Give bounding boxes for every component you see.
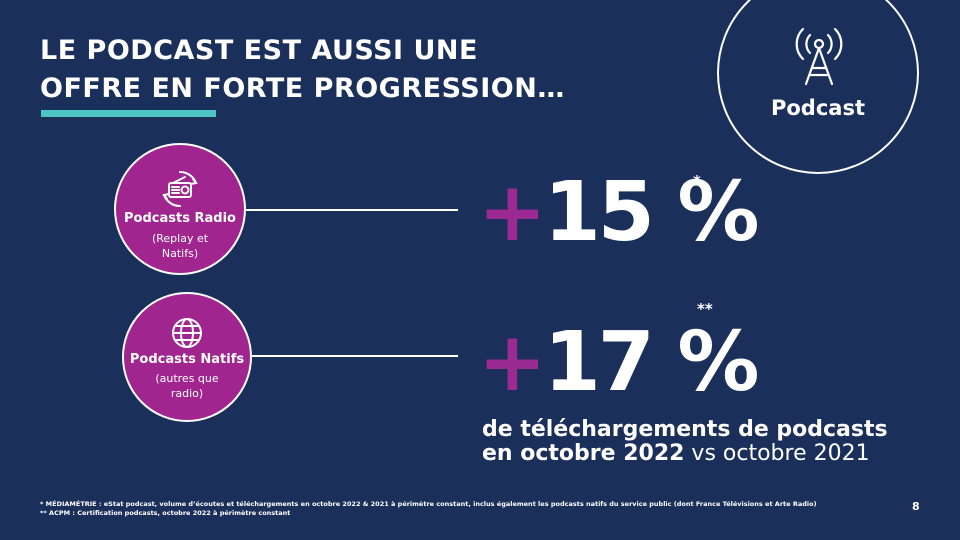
footnotes: * MÉDIAMÉTRIE : eStat podcast, volume d’…	[40, 500, 817, 518]
globe-icon	[172, 318, 202, 348]
stat-natifs-value: 17 %	[543, 315, 760, 410]
podcasts-natifs-bubble: Podcasts Natifs (autres que radio)	[122, 292, 252, 422]
podcasts-radio-sublabel: (Replay et Natifs)	[151, 232, 209, 260]
stat-radio-value: 15 %	[543, 165, 760, 260]
caption-line-2-rest: vs octobre 2021	[684, 441, 870, 466]
plus-sign: +	[478, 165, 547, 260]
podcast-label: Podcast	[770, 96, 865, 120]
antenna-icon	[795, 27, 843, 86]
footnote-1: * MÉDIAMÉTRIE : eStat podcast, volume d’…	[40, 500, 817, 508]
podcasts-radio-label: Podcasts Radio	[124, 211, 236, 226]
footnote-mark-radio: *	[693, 172, 701, 190]
slide-title-line-1: LE PODCAST EST AUSSI UNE	[40, 35, 478, 66]
podcast-badge: Podcast	[717, 0, 919, 174]
footnote-mark-natifs: **	[697, 300, 713, 318]
caption-line-1: de téléchargements de podcasts	[482, 417, 888, 442]
stats-caption: de téléchargements de podcasts en octobr…	[482, 418, 888, 466]
caption-line-2-bold: en octobre 2022	[482, 441, 685, 466]
podcasts-radio-bubble: Podcasts Radio (Replay et Natifs)	[114, 143, 246, 275]
podcasts-natifs-sublabel: (autres que radio)	[155, 372, 219, 400]
page-number: 8	[912, 500, 920, 513]
podcasts-natifs-label: Podcasts Natifs	[129, 352, 245, 367]
plus-sign: +	[478, 315, 547, 410]
title-underline	[41, 110, 216, 117]
connector-line-natifs	[252, 355, 458, 357]
footnote-2: ** ACPM : Certification podcasts, octobr…	[40, 509, 291, 517]
stat-radio: +15 %	[478, 172, 760, 254]
stat-natifs: +17 %	[478, 322, 760, 404]
slide-title: LE PODCAST EST AUSSI UNE OFFRE EN FORTE …	[40, 32, 680, 108]
radio-icon	[162, 170, 198, 208]
slide-title-line-2: OFFRE EN FORTE PROGRESSION…	[40, 73, 565, 104]
connector-line-radio	[246, 209, 458, 211]
